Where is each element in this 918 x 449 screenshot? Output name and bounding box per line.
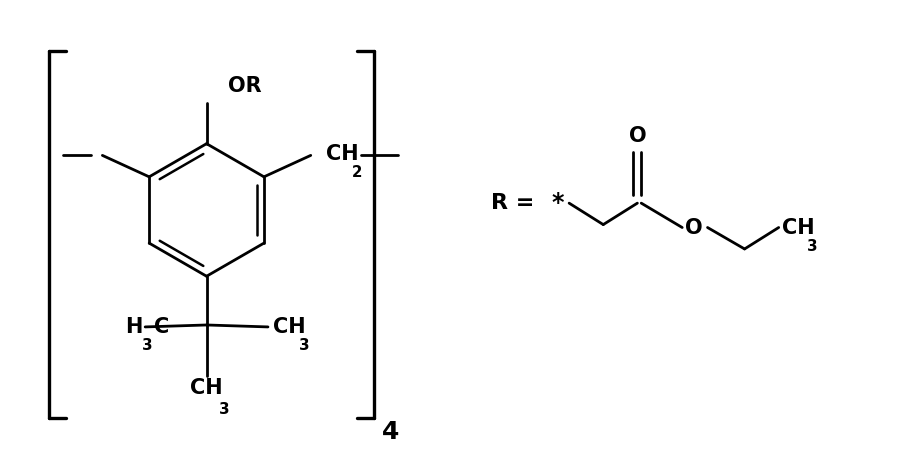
Text: CH: CH [273, 317, 306, 337]
Text: *: * [551, 191, 564, 215]
Text: CH: CH [781, 217, 814, 238]
Text: 2: 2 [352, 165, 362, 180]
Text: OR: OR [228, 76, 262, 96]
Text: 3: 3 [219, 402, 230, 417]
Text: O: O [629, 126, 646, 146]
Text: CH: CH [326, 145, 358, 164]
Text: O: O [685, 217, 702, 238]
Text: H: H [125, 317, 142, 337]
Text: 3: 3 [807, 239, 818, 254]
Text: C: C [154, 317, 169, 337]
Text: 3: 3 [142, 339, 153, 353]
Text: 4: 4 [382, 419, 399, 444]
Text: 3: 3 [298, 339, 309, 353]
Text: R =: R = [491, 193, 534, 213]
Text: CH: CH [190, 378, 223, 398]
